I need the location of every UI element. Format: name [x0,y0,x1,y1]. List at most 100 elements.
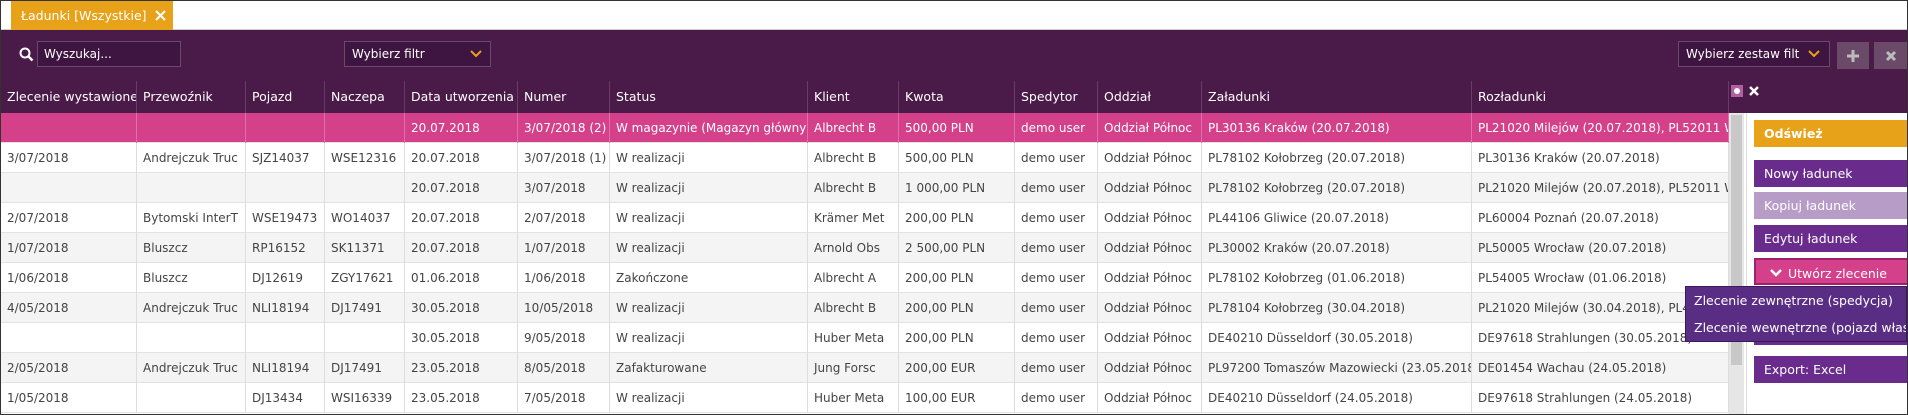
table-cell: PL21020 Milejów (20.07.2018), PL52011 Wr… [1472,113,1729,143]
chevron [1807,50,1821,58]
column-header[interactable]: Kwota [899,81,1015,113]
table-cell: 3/07/2018 (1) [518,143,610,173]
column-header[interactable]: Oddział [1098,81,1202,113]
table-row[interactable] [1,383,1729,413]
table-cell: 2/05/2018 [1,353,137,383]
column-header[interactable]: Naczepa [325,81,405,113]
table-cell: Oddział Północ [1098,203,1202,233]
table-cell: ZGY17621 [325,263,405,293]
table-cell: PL60004 Poznań (20.07.2018) [1472,203,1729,233]
table-cell: 20.07.2018 [405,113,518,143]
table-row[interactable] [1,323,1729,353]
table-cell: demo user [1015,203,1098,233]
table-cell: 20.07.2018 [405,173,518,203]
dropdown-item[interactable]: Zlecenie zewnętrzne (spedycja) [1694,293,1893,308]
table-cell: 23.05.2018 [405,353,518,383]
table-cell: W realizacji [610,143,808,173]
table-cell: 9/05/2018 [518,323,610,353]
table-cell: PL78102 Kołobrzeg (20.07.2018) [1202,143,1472,173]
table-row[interactable] [1,263,1729,293]
set-select[interactable]: Wybierz zestaw filt [1678,41,1830,67]
set-select-text: Wybierz zestaw filt [1686,47,1800,61]
table-cell: 500,00 PLN [899,113,1015,143]
column-header[interactable]: Zlecenie wystawione [1,81,137,113]
table-cell: Huber Meta [808,323,899,353]
table-cell: 1/07/2018 [518,233,610,263]
column-header[interactable]: Klient [808,81,899,113]
table-cell [137,113,246,143]
table-cell: 500,00 PLN [899,143,1015,173]
table-cell: 1/06/2018 [1,263,137,293]
table-cell: PL54005 Wrocław (01.06.2018) [1472,263,1729,293]
table-row[interactable] [1,143,1729,173]
sidebar-button[interactable]: Kopiuj ładunek [1754,192,1907,219]
table-row[interactable] [1,293,1729,323]
table-cell: DE40210 Düsseldorf (30.05.2018) [1202,323,1472,353]
table-cell: DJ17491 [325,293,405,323]
table-cell: RP16152 [246,233,325,263]
dropdown-item[interactable]: Zlecenie wewnętrzne (pojazd własny) [1694,320,1906,335]
table-row[interactable] [1,353,1729,383]
table-cell [1,113,137,143]
column-header[interactable]: Status [610,81,808,113]
table-cell: WSE12316 [325,143,405,173]
table-cell: 7/05/2018 [518,383,610,413]
table-cell: W magazynie (Magazyn główny) [610,113,808,143]
search-input[interactable]: Wyszukaj... [37,41,181,67]
sidebar-button[interactable]: Odśwież [1754,120,1907,147]
table-cell: 30.05.2018 [405,323,518,353]
table-cell [246,323,325,353]
table-cell: WSE19473 [246,203,325,233]
column-header[interactable]: Spedytor [1015,81,1098,113]
column-header[interactable]: Numer [518,81,610,113]
table-cell: 10/05/2018 [518,293,610,323]
table-cell: 3/07/2018 [518,173,610,203]
table-row[interactable] [1,203,1729,233]
table-cell: Bluszcz [137,263,246,293]
scrollbar[interactable] [1729,113,1744,414]
chevron [1770,269,1782,277]
column-header[interactable]: Załadunki [1202,81,1472,113]
table-cell: Oddział Północ [1098,233,1202,263]
table-cell: 200,00 EUR [899,353,1015,383]
table-cell: 100,00 EUR [899,383,1015,413]
table-cell: W realizacji [610,173,808,203]
table-cell [137,323,246,353]
sidebar-button[interactable]: Edytuj ładunek [1754,225,1907,252]
table-cell: DE40210 Düsseldorf (24.05.2018) [1202,383,1472,413]
tab-close[interactable] [155,10,166,21]
table-cell: DE01454 Wachau (24.05.2018) [1472,353,1729,383]
table-cell: Bytomski InterT [137,203,246,233]
filter-select[interactable]: Wybierz filtr [344,41,491,67]
chevron [470,50,482,58]
column-header[interactable]: Rozładunki [1472,81,1729,113]
delete-button[interactable] [1874,42,1908,69]
table-cell: demo user [1015,383,1098,413]
column-header[interactable]: Pojazd [246,81,325,113]
sidebar-button[interactable]: Export: Excel [1754,356,1907,383]
toolbar [1,30,1907,81]
table-cell: PL78102 Kołobrzeg (01.06.2018) [1202,263,1472,293]
sidebar-button[interactable]: Utwórz zlecenie [1754,258,1907,285]
tab[interactable]: Ładunki [Wszystkie] [11,1,173,30]
column-header[interactable]: Przewoźnik [137,81,246,113]
table-cell [325,173,405,203]
table-cell [325,323,405,353]
table-cell: SK11371 [325,233,405,263]
table-cell: 4/05/2018 [1,293,137,323]
table-row[interactable] [1,173,1729,203]
table-cell: Andrejczuk Truc [137,353,246,383]
table-cell: demo user [1015,233,1098,263]
table-row[interactable] [1,233,1729,263]
table-cell: DJ17491 [325,353,405,383]
add-button[interactable] [1837,42,1869,69]
table-cell: 20.07.2018 [405,203,518,233]
sidebar-button[interactable]: Nowy ładunek [1754,160,1907,187]
table-cell: 20.07.2018 [405,233,518,263]
table-row[interactable] [1,113,1729,143]
header-icons [1731,85,1759,97]
table-cell: PL44106 Gliwice (20.07.2018) [1202,203,1472,233]
column-header[interactable]: Data utworzenia [405,81,518,113]
table-cell: 200,00 PLN [899,293,1015,323]
